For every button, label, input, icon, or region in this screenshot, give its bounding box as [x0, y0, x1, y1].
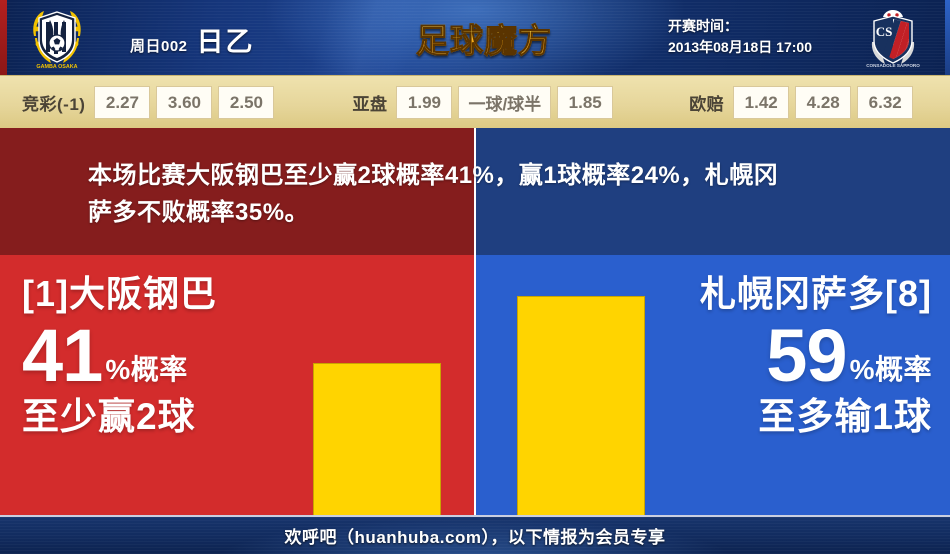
svg-text:CONSADOLE SAPPORO: CONSADOLE SAPPORO	[866, 63, 920, 68]
headline-band-left-half	[0, 128, 475, 255]
home-probability-row: 41 %概率	[22, 319, 217, 393]
kickoff-datetime: 2013年08月18日 17:00	[668, 39, 812, 55]
odds-value-away[interactable]: 2.50	[218, 86, 275, 119]
home-team-crest-icon: GAMBA OSAKA	[33, 11, 81, 70]
panel-divider	[474, 255, 476, 515]
svg-text:CS: CS	[876, 24, 893, 39]
kickoff-info: 开赛时间： 2013年08月18日 17:00	[668, 16, 812, 58]
away-probability-row: 59 %概率	[700, 319, 932, 393]
handicap-value-away[interactable]: 1.85	[557, 86, 614, 119]
european-value-draw[interactable]: 4.28	[795, 86, 852, 119]
header-left-accent	[0, 0, 7, 75]
away-team-crest-icon: CS CONSADOLE SAPPORO	[866, 10, 920, 68]
away-team-name: 札幌冈萨多[8]	[700, 273, 932, 314]
away-team-stats: 札幌冈萨多[8] 59 %概率 至多输1球	[700, 273, 932, 439]
odds-group-asian-handicap: 亚盘 1.99 一球/球半 1.85	[352, 86, 614, 119]
svg-text:GAMBA OSAKA: GAMBA OSAKA	[36, 64, 77, 70]
footer-promo-text: 欢呼吧（huanhuba.com），以下情报为会员专享	[284, 528, 666, 547]
headline-band: 本场比赛大阪钢巴至少赢2球概率41%，赢1球概率24%，札幌冈萨多不败概率35%…	[0, 128, 950, 255]
handicap-value-home[interactable]: 1.99	[396, 86, 453, 119]
prediction-summary-text: 本场比赛大阪钢巴至少赢2球概率41%，赢1球概率24%，札幌冈萨多不败概率35%…	[88, 162, 779, 226]
home-probability-bar	[313, 363, 441, 515]
handicap-line[interactable]: 一球/球半	[458, 86, 552, 119]
odds-group-title: 竞彩(-1)	[22, 95, 86, 114]
european-value-away[interactable]: 6.32	[857, 86, 914, 119]
match-league-name: 日乙	[196, 27, 255, 57]
headline-band-right-half	[475, 128, 950, 255]
home-probability-suffix: %概率	[105, 354, 188, 385]
away-probability-suffix: %概率	[849, 354, 932, 385]
kickoff-label: 开赛时间：	[668, 18, 738, 34]
brand-logo: 足球魔方	[404, 6, 564, 68]
odds-value-draw[interactable]: 3.60	[156, 86, 213, 119]
home-probability-value: 41	[22, 314, 103, 397]
probability-chart: [1]大阪钢巴 41 %概率 至少赢2球 札幌冈萨多[8] 59 %概率 至多输…	[0, 255, 950, 515]
footer-bar: 欢呼吧（huanhuba.com），以下情报为会员专享	[0, 515, 950, 554]
brand-logo-text: 足球魔方	[404, 14, 564, 62]
headline-band-divider	[474, 128, 476, 255]
away-probability-value: 59	[766, 314, 847, 397]
odds-group-jingcai: 竞彩(-1) 2.27 3.60 2.50	[22, 86, 275, 119]
european-value-home[interactable]: 1.42	[733, 86, 790, 119]
odds-group-european: 欧赔 1.42 4.28 6.32	[689, 86, 914, 119]
match-round-number: 周日002	[130, 38, 188, 55]
away-probability-bar	[517, 296, 645, 515]
odds-bar: 竞彩(-1) 2.27 3.60 2.50 亚盘 1.99 一球/球半 1.85…	[0, 75, 950, 130]
home-outcome-label: 至少赢2球	[22, 396, 196, 437]
away-outcome-label: 至多输1球	[758, 396, 932, 437]
odds-group-title: 亚盘	[352, 95, 388, 114]
odds-value-home[interactable]: 2.27	[94, 86, 151, 119]
odds-group-title: 欧赔	[689, 95, 725, 114]
match-header: GAMBA OSAKA 周日002 日乙 足球魔方 开赛时间： 2013年08月…	[0, 0, 950, 75]
match-identifier: 周日002 日乙	[130, 20, 255, 59]
header-right-accent	[945, 0, 950, 75]
home-team-stats: [1]大阪钢巴 41 %概率 至少赢2球	[22, 273, 217, 439]
home-team-name: [1]大阪钢巴	[22, 273, 217, 314]
